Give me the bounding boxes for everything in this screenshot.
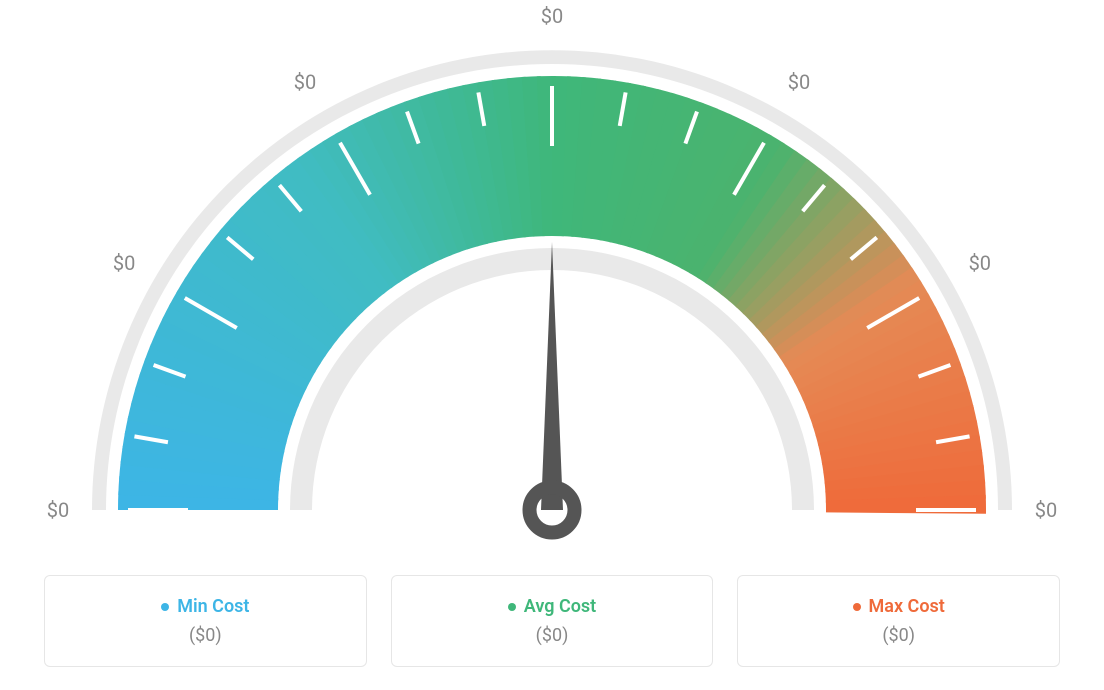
gauge-cost-chart: $0$0$0$0$0$0$0 Min Cost($0)Avg Cost($0)M… [0, 0, 1104, 690]
gauge-tick-label: $0 [47, 498, 69, 522]
gauge-tick-label: $0 [788, 70, 810, 94]
legend-value: ($0) [536, 625, 569, 646]
gauge-tick-label: $0 [969, 251, 991, 275]
gauge-tick-label: $0 [113, 251, 135, 275]
legend-dot-icon [161, 603, 169, 611]
gauge-tick-label: $0 [1035, 498, 1057, 522]
legend-title: Min Cost [161, 596, 249, 617]
legend-title: Max Cost [853, 596, 945, 617]
gauge-tick-label: $0 [294, 70, 316, 94]
legend-dot-icon [508, 603, 516, 611]
legend-row: Min Cost ($0) Avg Cost ($0) Max Cost ($0) [44, 575, 1060, 667]
gauge-tick-label: $0 [541, 4, 563, 28]
legend-label: Avg Cost [524, 596, 596, 617]
legend-card: Max Cost ($0) [737, 575, 1060, 667]
legend-title: Avg Cost [508, 596, 596, 617]
legend-label: Max Cost [869, 596, 945, 617]
legend-value: ($0) [189, 625, 222, 646]
legend-dot-icon [853, 603, 861, 611]
legend-card: Min Cost ($0) [44, 575, 367, 667]
legend-card: Avg Cost ($0) [391, 575, 714, 667]
gauge-needle [541, 242, 563, 510]
legend-label: Min Cost [177, 596, 249, 617]
legend-value: ($0) [882, 625, 915, 646]
